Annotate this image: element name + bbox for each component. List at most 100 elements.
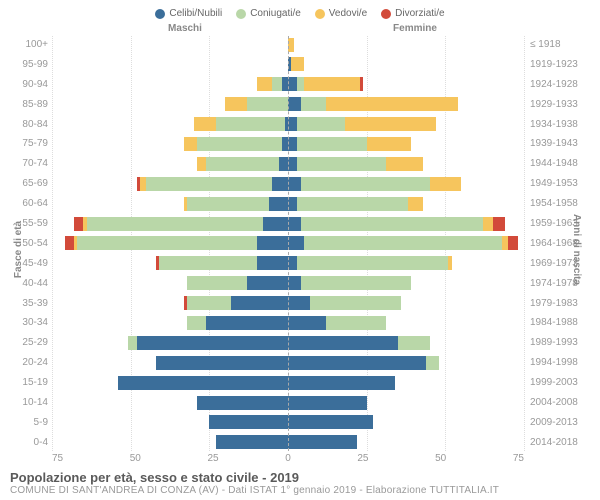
segment: [288, 117, 297, 131]
segment: [225, 97, 247, 111]
age-label: 40-44: [10, 278, 52, 289]
birth-year-label: 1934-1938: [524, 119, 590, 130]
segment: [508, 236, 517, 250]
age-row: 20-241994-1998: [10, 354, 590, 371]
legend-label: Celibi/Nubili: [169, 8, 222, 19]
male-bar: [52, 135, 288, 152]
segment: [288, 396, 367, 410]
segment: [288, 276, 301, 290]
female-bar: [288, 155, 524, 172]
segment: [297, 197, 407, 211]
legend-label: Coniugati/e: [250, 8, 301, 19]
birth-year-label: 1944-1948: [524, 158, 590, 169]
bar-group: [52, 255, 524, 272]
segment: [216, 435, 288, 449]
age-row: 95-991919-1923: [10, 56, 590, 73]
female-header: Femmine: [300, 23, 530, 34]
segment: [483, 217, 492, 231]
segment: [231, 296, 288, 310]
segment: [128, 336, 137, 350]
segment: [206, 157, 278, 171]
segment: [297, 157, 385, 171]
segment: [77, 236, 256, 250]
birth-year-label: 1984-1988: [524, 317, 590, 328]
legend-item: Coniugati/e: [236, 8, 301, 19]
bar-group: [52, 295, 524, 312]
age-row: 100+≤ 1918: [10, 36, 590, 53]
male-bar: [52, 96, 288, 113]
bar-group: [52, 96, 524, 113]
age-label: 70-74: [10, 158, 52, 169]
segment: [184, 137, 197, 151]
age-row: 15-191999-2003: [10, 374, 590, 391]
bar-group: [52, 56, 524, 73]
female-bar: [288, 56, 524, 73]
segment: [301, 177, 430, 191]
segment: [197, 396, 288, 410]
segment: [367, 137, 411, 151]
segment: [194, 117, 216, 131]
bar-group: [52, 36, 524, 53]
female-bar: [288, 135, 524, 152]
segment: [448, 256, 451, 270]
age-row: 75-791939-1943: [10, 135, 590, 152]
age-label: 100+: [10, 39, 52, 50]
legend: Celibi/Nubili Coniugati/e Vedovi/e Divorzia…: [10, 8, 590, 19]
legend-label: Vedovi/e: [329, 8, 367, 19]
age-row: 70-74 1944-1948: [10, 155, 590, 172]
male-bar: [52, 215, 288, 232]
age-label: 75-79: [10, 138, 52, 149]
x-tick: 50: [130, 453, 141, 464]
segment: [257, 77, 273, 91]
female-bar: [288, 394, 524, 411]
segment: [288, 197, 297, 211]
male-bar: [52, 255, 288, 272]
age-row: 85-891929-1933: [10, 96, 590, 113]
chart-area: Fasce di età Anni di nascita 100+≤ 19189…: [10, 36, 590, 451]
segment: [297, 256, 448, 270]
legend-swatch: [155, 9, 165, 19]
segment: [288, 97, 301, 111]
segment: [301, 97, 326, 111]
x-tick: 75: [52, 453, 63, 464]
age-row: 50-541964-1968: [10, 235, 590, 252]
female-bar: [288, 116, 524, 133]
bar-group: [52, 215, 524, 232]
segment: [87, 217, 263, 231]
x-tick: 0: [285, 453, 291, 464]
male-bar: [52, 314, 288, 331]
segment: [247, 97, 288, 111]
legend-swatch: [236, 9, 246, 19]
bar-group: [52, 394, 524, 411]
age-label: 65-69: [10, 178, 52, 189]
segment: [288, 415, 373, 429]
age-row: 40-441974-1978: [10, 275, 590, 292]
age-row: 90-941924-1928: [10, 76, 590, 93]
age-row: 10-142004-2008: [10, 394, 590, 411]
footer: Popolazione per età, sesso e stato civil…: [10, 470, 590, 496]
segment: [288, 435, 357, 449]
chart-title: Popolazione per età, sesso e stato civil…: [10, 470, 590, 485]
legend-item: Divorziati/e: [381, 8, 444, 19]
female-bar: [288, 334, 524, 351]
birth-year-label: 2014-2018: [524, 437, 590, 448]
female-bar: [288, 314, 524, 331]
female-bar: [288, 374, 524, 391]
male-bar: [52, 36, 288, 53]
age-label: 90-94: [10, 79, 52, 90]
segment: [360, 77, 363, 91]
male-bar: [52, 334, 288, 351]
segment: [288, 177, 301, 191]
segment: [137, 336, 288, 350]
chart-source: COMUNE DI SANT'ANDREA DI CONZA (AV) - Da…: [10, 485, 590, 496]
bar-group: [52, 76, 524, 93]
age-label: 60-64: [10, 198, 52, 209]
segment: [304, 77, 361, 91]
segment: [65, 236, 74, 250]
x-axis: . 7550250255075 .: [10, 453, 590, 464]
age-label: 5-9: [10, 417, 52, 428]
male-bar: [52, 56, 288, 73]
x-tick: 75: [513, 453, 524, 464]
rows: 100+≤ 1918 95-991919-1923 90-941924-1928 85…: [10, 36, 590, 451]
age-row: 30-341984-1988: [10, 314, 590, 331]
